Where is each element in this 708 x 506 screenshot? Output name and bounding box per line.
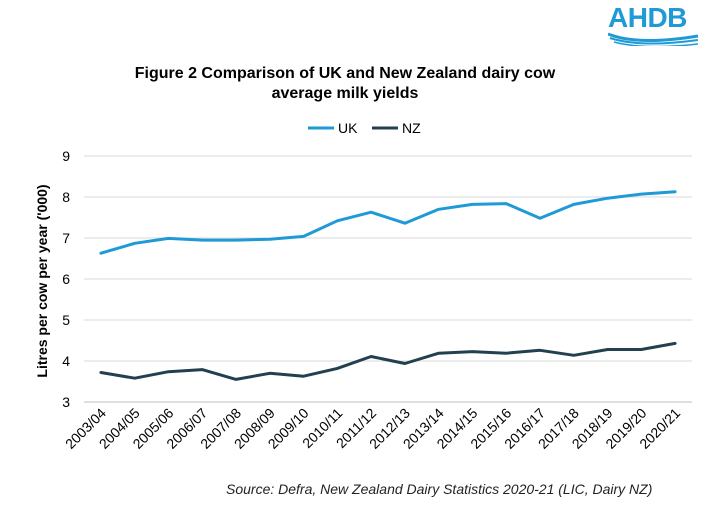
series-line-uk: [99, 190, 677, 255]
logo-wave-icon: [608, 32, 699, 46]
y-axis-label: Litres per cow per year ('000): [34, 184, 50, 377]
y-tick-label: 5: [62, 312, 70, 328]
legend-label-nz: NZ: [402, 120, 421, 136]
y-tick-label: 7: [62, 230, 70, 246]
chart-title: Figure 2 Comparison of UK and New Zealan…: [60, 64, 630, 104]
chart-title-line2: average milk yields: [271, 85, 419, 102]
y-tick-label: 3: [62, 394, 70, 410]
y-tick-label: 6: [62, 271, 70, 287]
chart-title-line1: Figure 2 Comparison of UK and New Zealan…: [134, 65, 556, 82]
logo-text: AHDB: [608, 2, 687, 33]
y-tick-label: 4: [62, 353, 70, 369]
y-tick-label: 9: [62, 148, 70, 164]
source-note: Source: Defra, New Zealand Dairy Statist…: [226, 481, 653, 497]
ahdb-logo: AHDB: [608, 2, 700, 48]
legend-label-uk: UK: [338, 120, 358, 136]
y-tick-label: 8: [62, 189, 70, 205]
series-line-nz: [99, 341, 677, 381]
